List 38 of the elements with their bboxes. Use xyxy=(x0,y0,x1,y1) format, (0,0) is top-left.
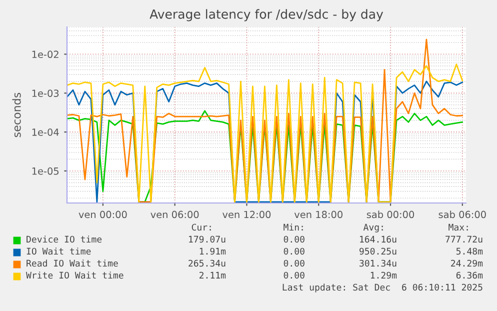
text: 6.36m xyxy=(456,272,483,279)
chart-title: Average latency for /dev/sdc - by day xyxy=(150,9,384,22)
text: 1.91m xyxy=(200,248,226,255)
legend-label: IO Wait time xyxy=(26,248,91,255)
text: Max: xyxy=(448,224,468,231)
text: 777.72u xyxy=(446,236,482,243)
text: 950.25u xyxy=(360,248,396,255)
text: 0.00 xyxy=(284,272,304,279)
legend-label: Read IO Wait time xyxy=(26,260,118,267)
y-axis-title: seconds xyxy=(12,92,21,138)
line-series xyxy=(67,38,464,203)
text: Last update: Sat Dec 6 06:10:11 2025 xyxy=(282,284,482,292)
text: Min: xyxy=(284,224,303,231)
text: Cur: xyxy=(192,224,211,231)
x-tick-label: sab 00:00 xyxy=(366,210,414,218)
legend-label: Write IO Wait time xyxy=(26,272,124,279)
x-tick-label: ven 18:00 xyxy=(294,210,342,218)
text: 1.29m xyxy=(370,272,397,279)
x-tick-label: ven 12:00 xyxy=(222,210,271,218)
legend-label: Device IO time xyxy=(26,236,102,243)
text: 179.07u xyxy=(189,236,226,243)
x-tick-label: ven 00:00 xyxy=(78,210,127,218)
y-tick-label: 1e-04 xyxy=(32,128,59,136)
text: 301.34u xyxy=(360,260,396,267)
y-tick-label: 1e-03 xyxy=(32,90,59,97)
y-tick-label: 1e-05 xyxy=(32,167,59,175)
text: 24.29m xyxy=(451,260,483,267)
text: 0.00 xyxy=(284,248,304,255)
x-tick-label: ven 06:00 xyxy=(150,210,199,218)
text: 265.34u xyxy=(188,260,226,267)
text: 0.00 xyxy=(284,260,304,267)
text: 164.16u xyxy=(360,236,396,243)
text: Avg: xyxy=(363,224,383,232)
text: 0.00 xyxy=(284,236,304,243)
x-tick-label: sab 06:00 xyxy=(438,210,486,218)
text: 5.48m xyxy=(456,248,483,255)
y-tick-label: 1e-02 xyxy=(32,50,58,58)
text: 2.11m xyxy=(199,272,226,279)
